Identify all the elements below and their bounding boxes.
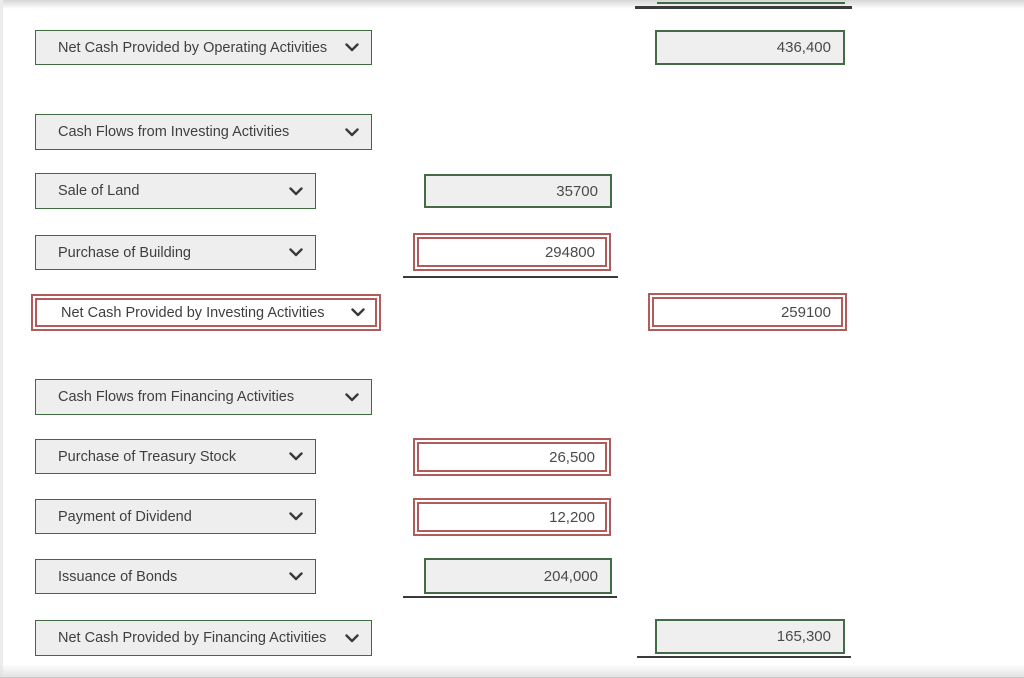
amount-operating-total-text: 436,400 (776, 39, 831, 56)
select-investing-total-label: Net Cash Provided by Investing Activitie… (61, 304, 325, 321)
top-scroll-fade (0, 0, 1024, 9)
amount-investing-total-flag: 259100 (648, 293, 847, 331)
sum-underline-financing-total (637, 656, 851, 658)
select-financing-header-label: Cash Flows from Financing Activities (58, 389, 295, 405)
amount-sale-of-land[interactable]: 35700 (424, 174, 612, 208)
select-financing-header[interactable]: Cash Flows from Financing Activities (35, 379, 372, 415)
chevron-down-icon (289, 186, 303, 196)
chevron-down-icon (289, 452, 303, 461)
amount-bonds[interactable]: 204,000 (424, 558, 612, 594)
amount-treasury-stock-text: 26,500 (549, 448, 595, 466)
chevron-down-icon (289, 248, 303, 257)
select-bonds-label: Issuance of Bonds (58, 568, 178, 585)
bottom-scroll-fade (0, 664, 1024, 678)
chevron-down-icon (345, 127, 359, 137)
select-purchase-building[interactable]: Purchase of Building (35, 235, 316, 270)
left-page-edge (0, 0, 3, 678)
amount-purchase-building[interactable]: 294800 (417, 237, 607, 267)
select-financing-total-label: Net Cash Provided by Financing Activitie… (58, 630, 327, 646)
select-investing-header[interactable]: Cash Flows from Investing Activities (35, 114, 372, 150)
select-treasury-stock[interactable]: Purchase of Treasury Stock (35, 439, 316, 474)
cutoff-box-bottom-border (657, 2, 845, 4)
select-sale-of-land-label: Sale of Land (58, 183, 140, 199)
sum-underline-top (635, 6, 852, 9)
amount-sale-of-land-text: 35700 (556, 182, 598, 200)
select-financing-total[interactable]: Net Cash Provided by Financing Activitie… (35, 620, 372, 656)
select-treasury-stock-label: Purchase of Treasury Stock (58, 448, 237, 465)
chevron-down-icon (351, 308, 365, 317)
amount-investing-total[interactable]: 259100 (652, 297, 843, 327)
select-bonds[interactable]: Issuance of Bonds (35, 559, 316, 594)
amount-investing-total-text: 259100 (780, 303, 831, 321)
select-investing-header-label: Cash Flows from Investing Activities (58, 124, 290, 140)
amount-treasury-stock[interactable]: 26,500 (417, 442, 607, 472)
chevron-down-icon (345, 633, 359, 643)
amount-operating-total[interactable]: 436,400 (655, 30, 845, 65)
amount-treasury-stock-flag: 26,500 (413, 438, 611, 476)
select-dividend-label: Payment of Dividend (58, 508, 192, 525)
amount-purchase-building-flag: 294800 (413, 233, 611, 271)
amount-bonds-text: 204,000 (543, 567, 598, 585)
amount-purchase-building-text: 294800 (544, 243, 595, 261)
sum-underline-investing-items (403, 276, 618, 278)
select-sale-of-land[interactable]: Sale of Land (35, 173, 316, 209)
select-operating-total[interactable]: Net Cash Provided by Operating Activitie… (35, 30, 372, 65)
select-investing-total-flag: Net Cash Provided by Investing Activitie… (31, 294, 381, 331)
sum-underline-financing-items (403, 596, 617, 598)
amount-dividend-text: 12,200 (549, 508, 595, 526)
select-purchase-building-label: Purchase of Building (58, 244, 191, 261)
amount-financing-total[interactable]: 165,300 (655, 619, 845, 654)
amount-dividend-flag: 12,200 (413, 498, 611, 536)
select-investing-total[interactable]: Net Cash Provided by Investing Activitie… (35, 298, 377, 327)
select-dividend[interactable]: Payment of Dividend (35, 499, 316, 534)
select-operating-total-label: Net Cash Provided by Operating Activitie… (58, 39, 328, 56)
amount-financing-total-text: 165,300 (776, 628, 831, 645)
chevron-down-icon (345, 392, 359, 402)
chevron-down-icon (345, 43, 359, 52)
chevron-down-icon (289, 572, 303, 581)
chevron-down-icon (289, 512, 303, 521)
amount-dividend[interactable]: 12,200 (417, 502, 607, 532)
